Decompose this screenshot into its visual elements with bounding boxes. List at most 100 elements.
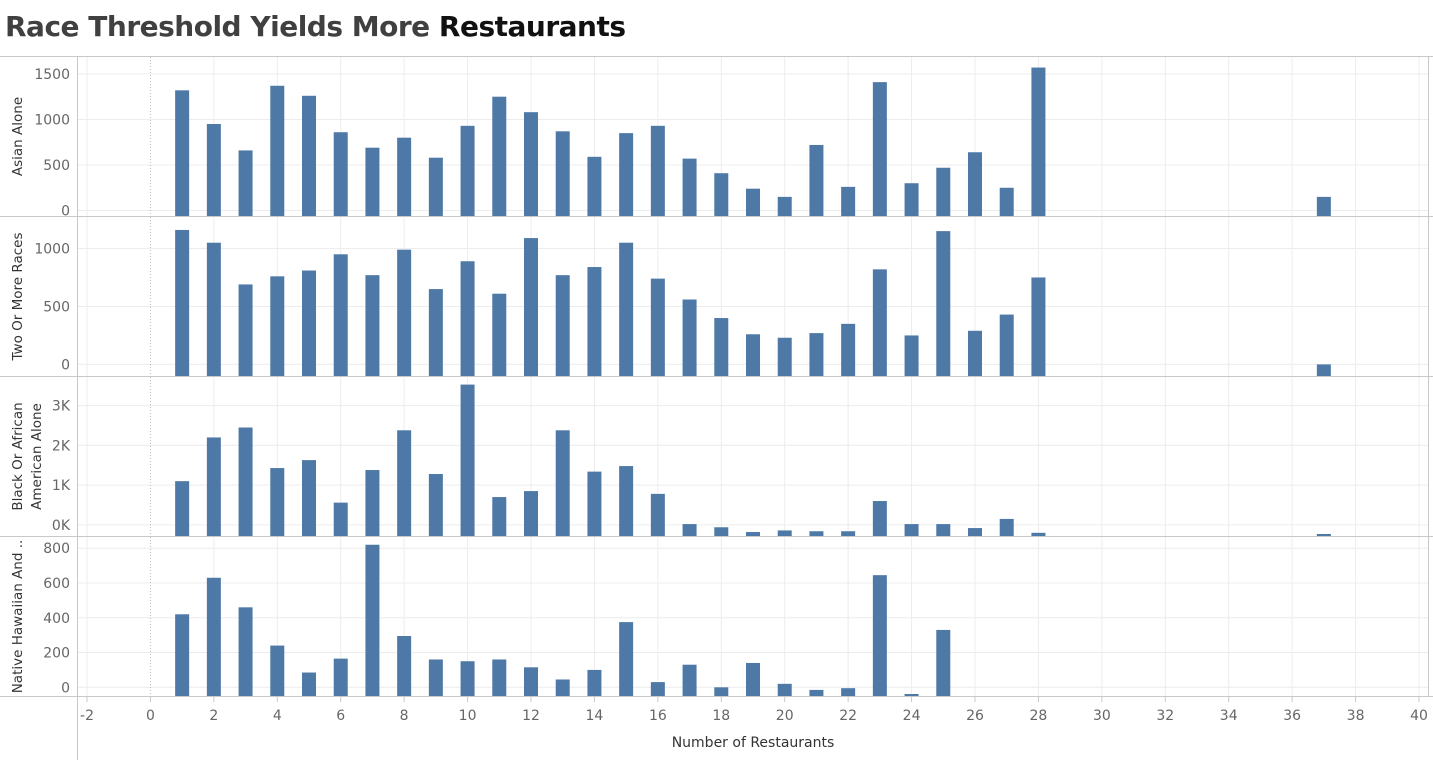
bar[interactable] <box>206 124 221 216</box>
bar[interactable] <box>460 661 475 696</box>
bar[interactable] <box>777 530 792 536</box>
bar[interactable] <box>841 531 856 536</box>
bar[interactable] <box>524 491 538 536</box>
bar[interactable] <box>333 502 348 536</box>
bar[interactable] <box>999 314 1014 376</box>
bar[interactable] <box>904 694 919 696</box>
bar[interactable] <box>650 278 665 376</box>
bar[interactable] <box>968 330 982 376</box>
bar[interactable] <box>397 249 412 376</box>
bar[interactable] <box>238 150 253 216</box>
bar[interactable] <box>365 147 380 216</box>
bar[interactable] <box>175 614 190 696</box>
bar[interactable] <box>872 575 887 696</box>
bar[interactable] <box>841 688 856 696</box>
bar[interactable] <box>904 183 919 216</box>
bar[interactable] <box>587 471 602 536</box>
bar[interactable] <box>841 323 856 376</box>
bar[interactable] <box>619 466 634 536</box>
bar[interactable] <box>999 187 1014 216</box>
bar[interactable] <box>619 133 634 216</box>
bar[interactable] <box>302 672 316 696</box>
bar[interactable] <box>746 188 760 216</box>
bar[interactable] <box>333 658 348 696</box>
bar[interactable] <box>206 437 221 536</box>
bar[interactable] <box>872 501 887 536</box>
bar[interactable] <box>460 125 475 216</box>
bar[interactable] <box>587 669 602 696</box>
bar[interactable] <box>1031 277 1046 376</box>
bar[interactable] <box>650 493 665 536</box>
bar[interactable] <box>587 267 602 376</box>
bar[interactable] <box>460 261 475 376</box>
bar[interactable] <box>428 157 443 216</box>
bar[interactable] <box>460 384 475 536</box>
bar[interactable] <box>968 152 982 216</box>
bar[interactable] <box>206 577 221 696</box>
bar[interactable] <box>714 318 729 376</box>
bar[interactable] <box>492 293 507 376</box>
bar[interactable] <box>746 532 760 536</box>
bar[interactable] <box>397 636 412 696</box>
bar[interactable] <box>968 528 982 536</box>
bar[interactable] <box>936 231 951 376</box>
bar[interactable] <box>936 167 951 216</box>
bar[interactable] <box>1031 67 1046 216</box>
bar[interactable] <box>555 430 570 536</box>
bar[interactable] <box>270 85 285 217</box>
bar[interactable] <box>270 645 285 696</box>
bar[interactable] <box>206 242 221 376</box>
bar[interactable] <box>524 238 538 376</box>
bar[interactable] <box>587 156 602 216</box>
bar[interactable] <box>714 687 729 696</box>
bar[interactable] <box>619 622 634 696</box>
bar[interactable] <box>428 659 443 696</box>
bar[interactable] <box>682 158 697 216</box>
bar[interactable] <box>936 524 951 536</box>
bar[interactable] <box>175 229 190 376</box>
bar[interactable] <box>809 333 824 376</box>
bar[interactable] <box>872 82 887 216</box>
bar[interactable] <box>682 664 697 696</box>
bar[interactable] <box>555 275 570 376</box>
bar[interactable] <box>365 470 380 536</box>
bar[interactable] <box>333 254 348 376</box>
bar[interactable] <box>555 131 570 216</box>
bar[interactable] <box>270 276 285 376</box>
bar[interactable] <box>809 531 824 536</box>
bar[interactable] <box>682 524 697 536</box>
bar[interactable] <box>746 662 760 696</box>
bar[interactable] <box>397 430 412 536</box>
bar[interactable] <box>238 427 253 536</box>
bar[interactable] <box>365 275 380 376</box>
bar[interactable] <box>809 144 824 216</box>
bar[interactable] <box>175 481 190 536</box>
bar[interactable] <box>428 289 443 376</box>
bar[interactable] <box>1031 532 1046 536</box>
bar[interactable] <box>428 474 443 536</box>
bar[interactable] <box>524 112 538 216</box>
bar[interactable] <box>650 125 665 216</box>
bar[interactable] <box>619 242 634 376</box>
bar[interactable] <box>714 173 729 216</box>
bar[interactable] <box>682 299 697 377</box>
bar[interactable] <box>555 679 570 696</box>
bar[interactable] <box>1316 196 1331 216</box>
bar[interactable] <box>746 334 760 376</box>
bar[interactable] <box>841 186 856 216</box>
bar[interactable] <box>270 468 285 536</box>
bar[interactable] <box>397 137 412 216</box>
bar[interactable] <box>492 497 507 536</box>
bar[interactable] <box>333 132 348 216</box>
bar[interactable] <box>777 337 792 376</box>
bar[interactable] <box>936 629 951 696</box>
bar[interactable] <box>302 460 316 536</box>
bar[interactable] <box>238 284 253 376</box>
bar[interactable] <box>809 689 824 696</box>
bar[interactable] <box>999 518 1014 536</box>
bar[interactable] <box>302 95 316 216</box>
bar[interactable] <box>1316 534 1331 536</box>
bar[interactable] <box>1316 364 1331 376</box>
bar[interactable] <box>777 196 792 216</box>
bar[interactable] <box>365 544 380 696</box>
